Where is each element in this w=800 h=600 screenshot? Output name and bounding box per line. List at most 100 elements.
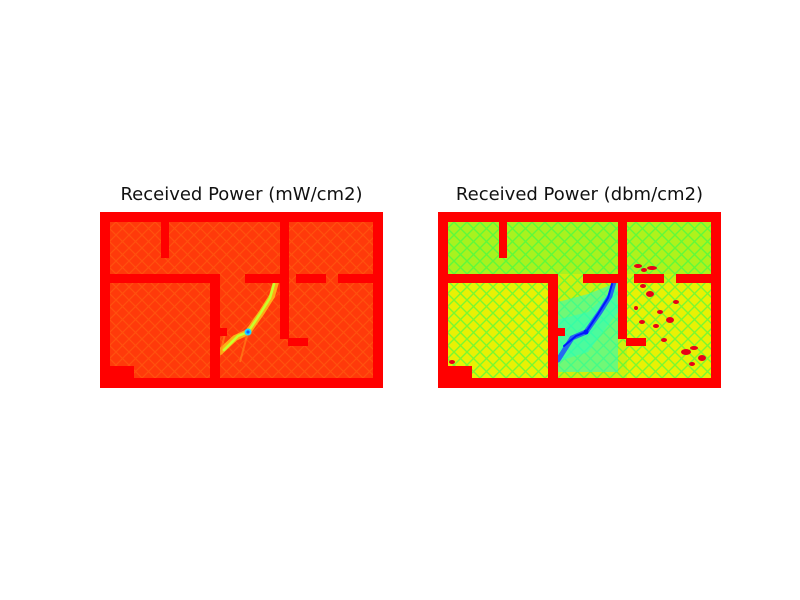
- hot-spot: [639, 320, 645, 324]
- interference-streak: [157, 212, 335, 388]
- wall: [373, 212, 383, 388]
- wall: [548, 283, 558, 378]
- chart-panel-mw: Received Power (mW/cm2): [100, 184, 383, 388]
- interference-streak: [222, 212, 383, 373]
- hot-spot: [673, 300, 679, 304]
- wall: [634, 274, 664, 283]
- wall: [100, 378, 383, 388]
- interference-streak: [300, 305, 383, 388]
- wall: [438, 212, 448, 388]
- wall: [110, 274, 220, 283]
- hot-spot: [689, 362, 695, 366]
- interference-streak: [170, 212, 348, 388]
- wall: [438, 378, 721, 388]
- wall: [296, 274, 326, 283]
- interference-streak: [144, 212, 322, 388]
- interference-streak: [638, 305, 721, 388]
- hot-spot: [640, 284, 646, 288]
- hot-spot: [634, 264, 642, 268]
- chart-panel-dbm: Received Power (dbm/cm2): [438, 184, 721, 388]
- interference-streak: [209, 214, 383, 388]
- interference-streak: [664, 212, 721, 269]
- power-ridge-core: [563, 283, 613, 347]
- interference-streak: [339, 212, 383, 256]
- wall: [583, 274, 625, 283]
- hot-spot: [653, 324, 659, 328]
- interference-streak: [144, 212, 322, 388]
- wall: [219, 328, 227, 336]
- transmitter-marker: [583, 329, 589, 335]
- wall: [280, 222, 289, 339]
- interference-streak: [274, 279, 383, 388]
- interference-streak: [157, 212, 335, 388]
- wall: [245, 274, 287, 283]
- hot-spot: [449, 360, 455, 364]
- interference-streak: [100, 322, 166, 388]
- interference-streak: [100, 283, 205, 388]
- interference-streak: [664, 331, 721, 388]
- interference-streak: [274, 212, 383, 321]
- wall: [557, 328, 565, 336]
- interference-streak: [209, 212, 383, 386]
- hot-spot: [661, 338, 667, 342]
- interference-streak: [100, 212, 218, 330]
- interference-streak: [612, 279, 721, 388]
- wall: [161, 222, 169, 258]
- wall: [100, 212, 383, 222]
- interference-streak: [651, 318, 721, 388]
- interference-streak: [261, 212, 383, 334]
- wall: [438, 212, 721, 222]
- wall: [288, 338, 308, 346]
- hot-spot: [681, 349, 691, 355]
- interference-streak: [100, 335, 153, 388]
- power-ridge-core: [222, 282, 276, 352]
- transmitter-core: [246, 330, 250, 334]
- wall: [448, 274, 558, 283]
- interference-streak: [300, 212, 383, 295]
- heatmap-mw: [100, 212, 383, 388]
- interference-streak: [248, 253, 383, 388]
- interference-streak: [313, 318, 383, 388]
- interference-streak: [677, 212, 721, 256]
- interference-streak: [100, 212, 205, 317]
- hot-spot: [634, 306, 638, 310]
- interference-streak: [222, 227, 383, 388]
- interference-streak: [651, 212, 721, 282]
- interference-streak: [339, 344, 383, 388]
- interference-streak: [118, 212, 296, 388]
- interference-streak: [261, 266, 383, 388]
- interference-streak: [105, 212, 283, 388]
- interference-streak: [677, 344, 721, 388]
- interference-streak: [105, 212, 283, 388]
- heatmap-dbm: [438, 212, 721, 388]
- hot-spot: [657, 310, 663, 314]
- interference-streak: [100, 309, 179, 388]
- interference-streak: [638, 212, 721, 295]
- hot-spot: [698, 355, 706, 361]
- wall: [338, 274, 373, 283]
- interference-streak: [118, 212, 296, 388]
- wall: [618, 222, 627, 339]
- interference-streak: [100, 212, 231, 343]
- interference-streak: [100, 212, 153, 265]
- interference-streak: [100, 257, 231, 388]
- interference-streak: [100, 218, 270, 388]
- hot-spot: [666, 317, 674, 323]
- wall: [499, 222, 507, 258]
- interference-streak: [100, 212, 270, 382]
- wall: [210, 283, 220, 378]
- interference-streak: [100, 212, 166, 278]
- interference-streak: [313, 212, 383, 282]
- hot-spot: [647, 266, 657, 270]
- hot-spot: [690, 346, 698, 350]
- wall: [676, 274, 711, 283]
- chart-title: Received Power (dbm/cm2): [455, 184, 704, 205]
- interference-streak: [326, 331, 383, 388]
- interference-streak: [100, 212, 179, 291]
- interference-streak: [599, 266, 721, 388]
- hot-spot: [646, 291, 654, 297]
- interference-streak: [170, 212, 348, 388]
- interference-streak: [100, 212, 244, 356]
- interference-streak: [100, 270, 218, 388]
- interference-streak: [248, 212, 383, 347]
